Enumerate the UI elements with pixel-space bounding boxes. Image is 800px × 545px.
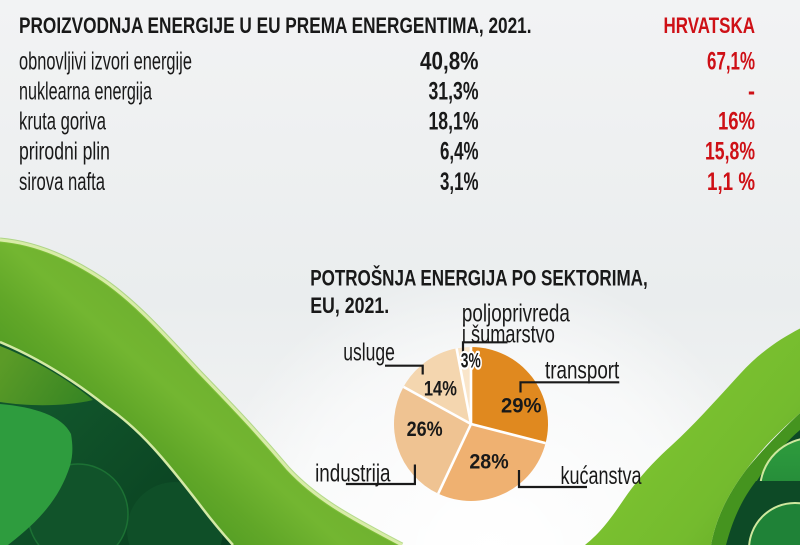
svg-text:26%: 26% (407, 418, 443, 442)
svg-text:14%: 14% (424, 376, 457, 399)
svg-text:obnovljivi izvori energije: obnovljivi izvori energije (19, 48, 192, 75)
svg-text:POTROŠNJA ENERGIJA PO SEKTORIM: POTROŠNJA ENERGIJA PO SEKTORIMA, (310, 264, 648, 291)
svg-text:prirodni plin: prirodni plin (19, 136, 110, 165)
svg-text:nuklearna energija: nuklearna energija (19, 78, 152, 105)
svg-text:1,1 %: 1,1 % (707, 167, 755, 195)
svg-text:31,3%: 31,3% (429, 76, 479, 105)
svg-text:29%: 29% (501, 394, 541, 417)
svg-text:16%: 16% (718, 107, 755, 135)
svg-text:15,8%: 15,8% (705, 136, 755, 165)
svg-text:kruta goriva: kruta goriva (19, 107, 106, 135)
svg-text:3,1%: 3,1% (440, 168, 479, 196)
svg-text:67,1%: 67,1% (707, 47, 755, 75)
svg-text:28%: 28% (469, 451, 508, 474)
svg-text:40,8%: 40,8% (420, 47, 478, 75)
svg-text:poljoprivreda: poljoprivreda (462, 299, 570, 327)
svg-text:HRVATSKA: HRVATSKA (664, 14, 755, 39)
svg-text:-: - (748, 77, 755, 105)
svg-text:PROIZVODNJA ENERGIJE U EU PREM: PROIZVODNJA ENERGIJE U EU PREMA ENERGENT… (19, 14, 532, 38)
svg-text:industrija: industrija (315, 459, 391, 487)
svg-text:sirova nafta: sirova nafta (19, 169, 105, 196)
svg-text:usluge: usluge (343, 337, 395, 366)
svg-text:6,4%: 6,4% (440, 137, 479, 165)
svg-text:18,1%: 18,1% (429, 106, 479, 135)
svg-text:transport: transport (545, 356, 619, 384)
svg-text:EU, 2021.: EU, 2021. (310, 294, 389, 318)
svg-text:3%: 3% (461, 349, 481, 373)
svg-text:i šumarstvo: i šumarstvo (462, 320, 555, 349)
svg-text:kućanstva: kućanstva (561, 461, 643, 490)
